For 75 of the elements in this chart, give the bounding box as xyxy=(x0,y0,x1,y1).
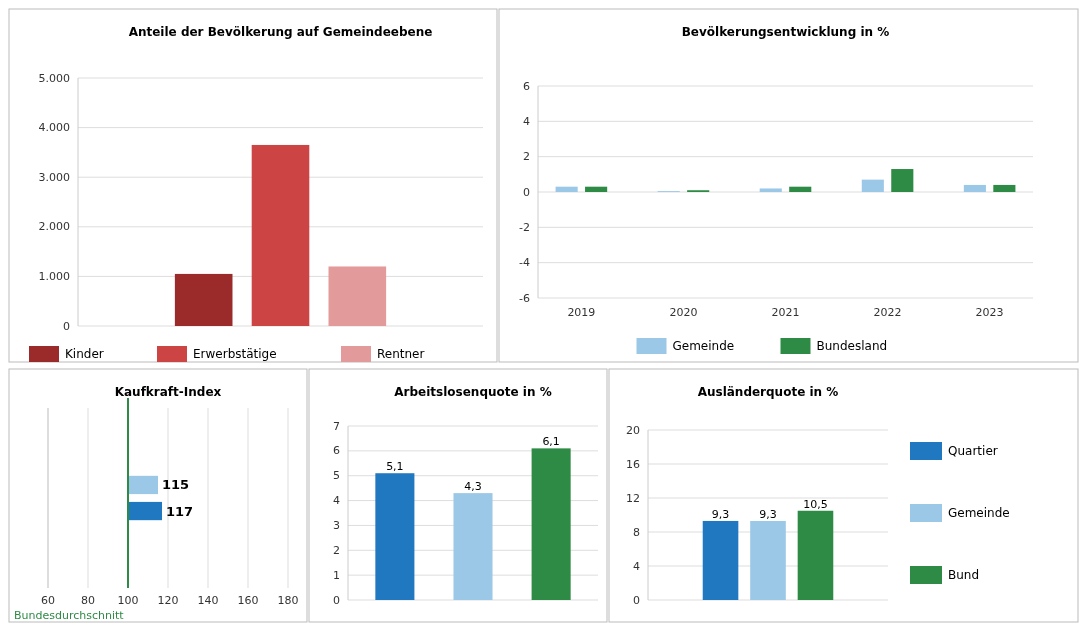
bar xyxy=(531,448,571,600)
y-tick-label: 2.000 xyxy=(38,220,70,234)
y-tick-label: 8 xyxy=(633,525,640,539)
legend-label: Bundesland xyxy=(816,339,888,353)
y-tick-label: 1.000 xyxy=(38,269,70,283)
data-label: 6,1 xyxy=(542,435,560,449)
data-label: 4,3 xyxy=(464,480,482,494)
bar xyxy=(174,273,233,326)
y-tick-label: 3 xyxy=(333,518,340,532)
legend-label: Erwerbstätige xyxy=(193,347,277,361)
legend-label: Quartier xyxy=(948,444,998,458)
bar xyxy=(891,169,914,192)
y-tick-label: 3.000 xyxy=(38,170,70,184)
x-tick-label: 160 xyxy=(237,594,259,607)
chart-title: Ausländerquote in % xyxy=(697,385,839,399)
y-tick-label: 5 xyxy=(333,469,340,483)
legend-label: Bund xyxy=(948,568,980,582)
y-tick-label: 6 xyxy=(333,444,340,458)
data-label: 10,5 xyxy=(803,497,828,511)
bar xyxy=(251,144,310,326)
bar xyxy=(375,473,415,600)
bar xyxy=(993,184,1016,192)
y-tick-label: -6 xyxy=(519,291,530,305)
x-tick-label: 2022 xyxy=(873,306,902,319)
data-label: 115 xyxy=(162,477,190,493)
chart-title: Bevölkerungsentwicklung in % xyxy=(681,25,890,39)
chart-title: Anteile der Bevölkerung auf Gemeindeebene xyxy=(128,25,433,39)
x-tick-label: 60 xyxy=(41,594,55,607)
y-tick-label: 4 xyxy=(523,114,530,128)
y-tick-label: 1 xyxy=(333,568,340,582)
y-tick-label: 5.000 xyxy=(38,71,70,85)
y-tick-label: -4 xyxy=(519,256,530,270)
y-tick-label: 0 xyxy=(63,319,70,333)
data-label: 5,1 xyxy=(386,460,404,474)
x-tick-label: 180 xyxy=(277,594,299,607)
bar xyxy=(861,179,884,192)
bar xyxy=(453,493,493,600)
bar xyxy=(555,186,578,192)
legend-label: Gemeinde xyxy=(672,339,735,353)
bar xyxy=(759,188,782,192)
bar xyxy=(963,184,986,192)
bar xyxy=(328,266,387,326)
chart-title: Kaufkraft-Index xyxy=(114,385,222,399)
y-tick-label: 4 xyxy=(333,494,340,508)
y-tick-label: 0 xyxy=(523,185,530,199)
x-tick-label: 120 xyxy=(157,594,179,607)
legend-label: Kinder xyxy=(65,347,104,361)
y-tick-label: 20 xyxy=(626,423,640,437)
legend-label: Gemeinde xyxy=(948,506,1010,520)
data-label: 9,3 xyxy=(759,507,777,521)
legend-label: Rentner xyxy=(377,347,425,361)
data-label: 9,3 xyxy=(711,507,730,521)
x-tick-label: 2019 xyxy=(567,306,596,319)
ref-line-label: Bundesdurchschnitt xyxy=(14,609,125,622)
chart-title: Arbeitslosenquote in % xyxy=(394,385,552,399)
data-label: 117 xyxy=(166,503,194,519)
x-tick-label: 2021 xyxy=(771,306,800,319)
y-tick-label: 0 xyxy=(333,593,340,607)
y-tick-label: 12 xyxy=(626,491,640,505)
x-tick-label: 2023 xyxy=(975,306,1004,319)
y-tick-label: 0 xyxy=(633,593,640,607)
bar xyxy=(585,186,608,192)
x-tick-label: 140 xyxy=(197,594,219,607)
y-tick-label: 16 xyxy=(626,457,640,471)
x-tick-label: 2020 xyxy=(669,306,698,319)
y-tick-label: 4 xyxy=(633,559,640,573)
y-tick-label: -2 xyxy=(519,220,530,234)
y-tick-label: 2 xyxy=(333,543,340,557)
y-tick-label: 6 xyxy=(523,79,530,93)
y-tick-label: 2 xyxy=(523,150,530,164)
bar xyxy=(789,186,812,192)
x-tick-label: 100 xyxy=(117,594,139,607)
y-tick-label: 7 xyxy=(333,419,340,433)
x-tick-label: 80 xyxy=(81,594,95,607)
y-tick-label: 4.000 xyxy=(38,121,70,135)
